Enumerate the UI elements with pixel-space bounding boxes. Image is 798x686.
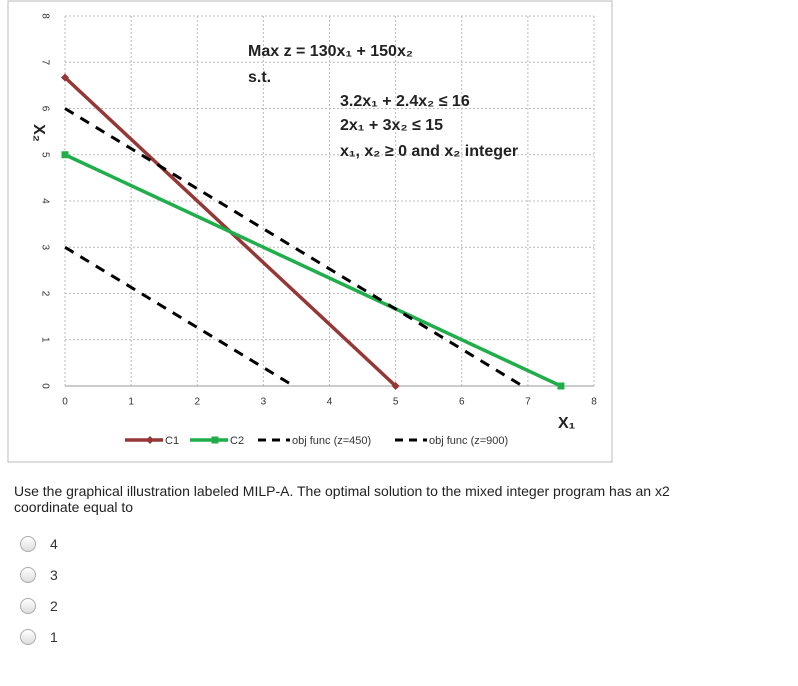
option-label[interactable]: 3 bbox=[50, 567, 58, 583]
option[interactable]: 3 bbox=[20, 567, 58, 583]
y-tick-label: 0 bbox=[39, 383, 50, 389]
annotation: Max z = 130x₁ + 150x₂ bbox=[248, 43, 413, 60]
series-line bbox=[64, 245, 295, 388]
y-tick-label: 6 bbox=[39, 106, 50, 112]
x-tick-label: 6 bbox=[459, 397, 465, 408]
legend-marker bbox=[146, 436, 154, 444]
x-tick-label: 7 bbox=[525, 397, 531, 408]
y-tick-label: 8 bbox=[39, 13, 50, 19]
data-point bbox=[391, 382, 400, 390]
legend-label: C1 bbox=[165, 435, 179, 447]
option[interactable]: 1 bbox=[20, 629, 58, 645]
radio-button[interactable] bbox=[20, 598, 36, 614]
data-point bbox=[61, 151, 69, 159]
x-tick-label: 2 bbox=[194, 397, 200, 408]
x-tick-label: 4 bbox=[327, 397, 333, 408]
data-point bbox=[557, 382, 565, 390]
option-label[interactable]: 1 bbox=[50, 629, 58, 645]
annotation: 2x₁ + 3x₂ ≤ 15 bbox=[340, 117, 443, 134]
x-tick-label: 5 bbox=[393, 397, 399, 408]
option-label[interactable]: 2 bbox=[50, 598, 58, 614]
annotation: x₁, x₂ ≥ 0 and x₂ integer bbox=[340, 143, 518, 160]
chart: 0 1 2 3 4 5 6 7 8 0 1 2 3 4 5 6 7 8 X₁ X₂ Max z = 130x₁ + 15… bbox=[7, 0, 613, 463]
annotation: s.t. bbox=[248, 69, 271, 86]
x-axis-label: X₁ bbox=[558, 415, 576, 432]
data-point bbox=[61, 73, 69, 82]
legend-label: C2 bbox=[230, 435, 244, 447]
legend-label: obj func (z=450) bbox=[292, 435, 371, 447]
y-tick-label: 4 bbox=[39, 198, 50, 204]
radio-button[interactable] bbox=[20, 629, 36, 645]
radio-button[interactable] bbox=[20, 567, 36, 583]
annotation: 3.2x₁ + 2.4x₂ ≤ 16 bbox=[340, 93, 470, 110]
x-tick-label: 3 bbox=[261, 397, 267, 408]
legend-label: obj func (z=900) bbox=[429, 435, 508, 447]
series-line bbox=[64, 153, 562, 388]
y-axis-label: X₂ bbox=[30, 124, 47, 142]
x-tick-label: 8 bbox=[591, 397, 597, 408]
y-tick-label: 7 bbox=[39, 59, 50, 65]
option[interactable]: 2 bbox=[20, 598, 58, 614]
chart-frame bbox=[7, 0, 613, 463]
radio-button[interactable] bbox=[20, 536, 36, 552]
y-tick-label: 2 bbox=[39, 291, 50, 297]
y-tick-label: 3 bbox=[39, 244, 50, 250]
option-label[interactable]: 4 bbox=[50, 536, 58, 552]
option[interactable]: 4 bbox=[20, 536, 58, 552]
y-tick-label: 5 bbox=[39, 152, 50, 158]
x-tick-label: 0 bbox=[62, 397, 68, 408]
x-tick-label: 1 bbox=[128, 397, 134, 408]
y-tick-label: 1 bbox=[39, 337, 50, 343]
legend-marker bbox=[211, 436, 219, 444]
question: Use the graphical illustration labeled M… bbox=[14, 483, 670, 515]
